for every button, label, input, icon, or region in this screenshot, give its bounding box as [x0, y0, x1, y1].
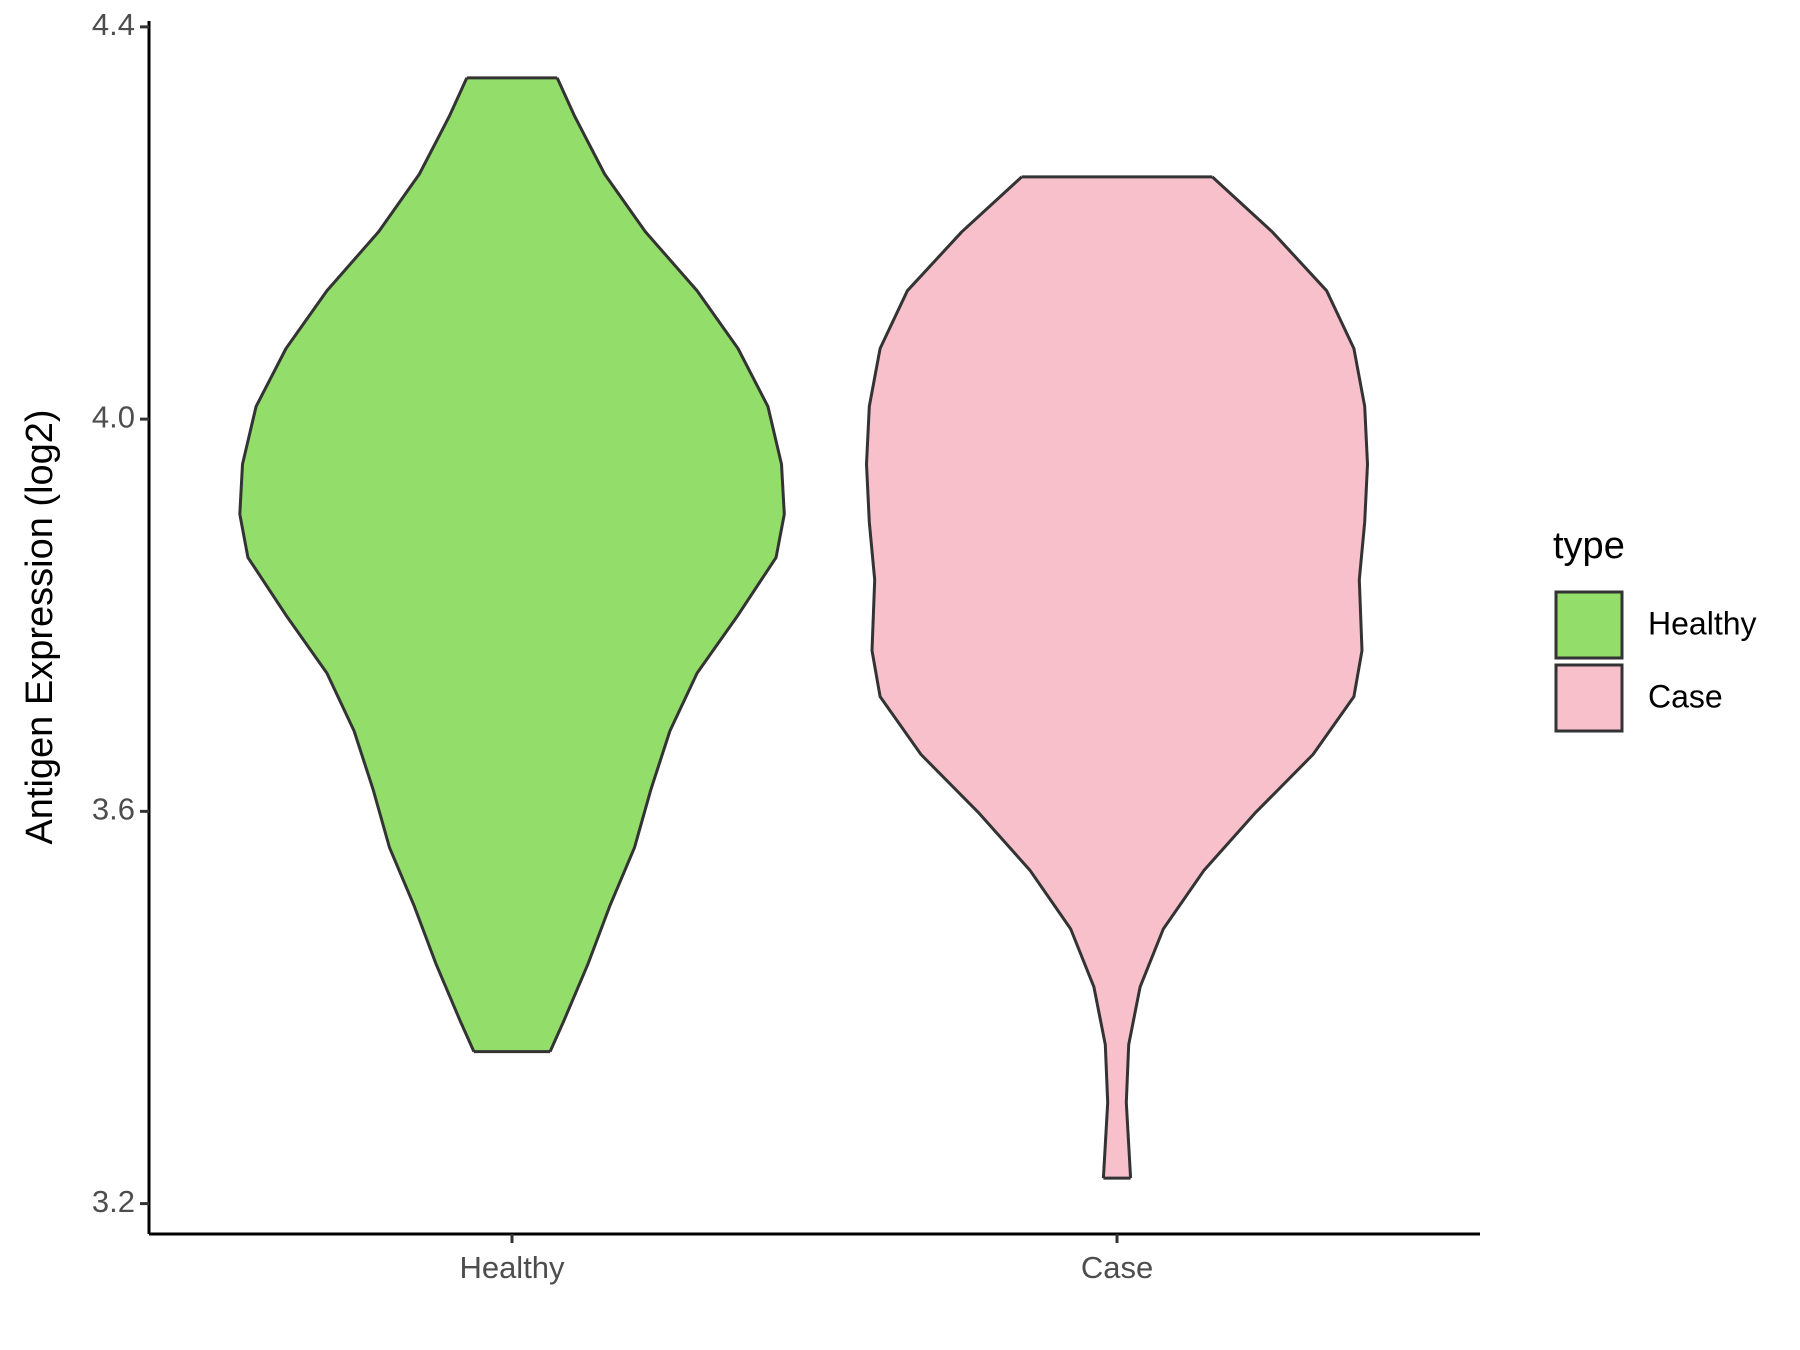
legend-key	[1554, 663, 1624, 733]
x-tick-label: Healthy	[459, 1250, 565, 1285]
violin-outline	[238, 77, 476, 1053]
violin-half	[1116, 176, 1369, 1179]
x-tick-label: Case	[1081, 1250, 1153, 1285]
legend-key	[1554, 590, 1624, 660]
y-tick-label: 3.2	[92, 1184, 135, 1219]
violin-outline	[865, 175, 1110, 1179]
y-tick-label: 3.6	[92, 792, 135, 827]
violin-half	[239, 77, 513, 1053]
violin-half	[865, 176, 1118, 1179]
legend-title: type	[1553, 525, 1625, 567]
violin-outline	[548, 77, 786, 1053]
y-tick-label: 4.4	[92, 7, 135, 42]
violin-outline	[1124, 175, 1369, 1179]
y-tick-label: 4.0	[92, 399, 135, 434]
violin-half	[511, 77, 785, 1053]
y-axis-title: Antigen Expression (log2)	[19, 409, 61, 844]
legend-label: Healthy	[1648, 605, 1757, 641]
legend-label: Case	[1648, 678, 1723, 714]
